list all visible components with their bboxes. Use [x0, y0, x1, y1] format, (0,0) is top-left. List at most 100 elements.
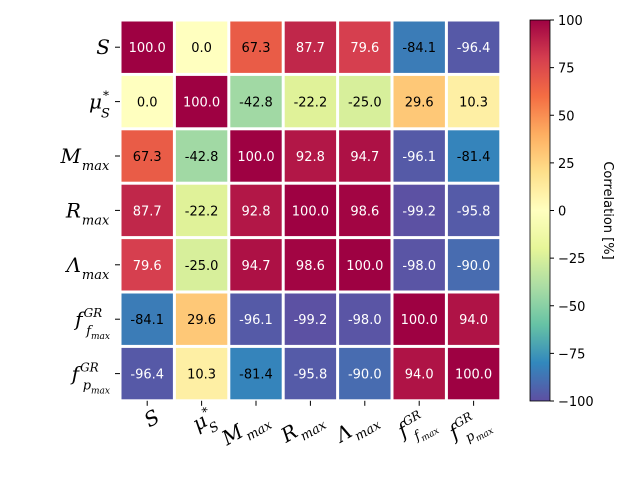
svg-text:μ*S: μ*S — [187, 404, 222, 443]
svg-text:Rmax: Rmax — [65, 198, 110, 228]
heatmap-cell-r3-c1 — [175, 184, 228, 237]
heatmap-cell-r5-c0 — [121, 293, 173, 345]
heatmap-cell-r4-c1 — [175, 239, 228, 291]
colorbar-tick-label-6: −50 — [558, 300, 585, 315]
column-tick-label-3: Rmax — [276, 404, 330, 453]
cell-value-label-r3-c0: 87.7 — [133, 204, 162, 219]
row-tick-labels: Sμ* S Mmax Rmax Λmax fGR fmax fGR pmax — [59, 35, 120, 397]
heatmap-cell-r6-c0 — [121, 347, 173, 400]
cell-value-label-r1-c3: -22.2 — [294, 96, 328, 111]
row-tick-label-3: Rmax — [65, 198, 110, 228]
heatmap-cell-r3-c6 — [447, 184, 500, 237]
cell-value-label-r5-c2: -96.1 — [239, 313, 273, 328]
heatmap-cell-r3-c4 — [339, 184, 391, 237]
cell-value-label-r0-c4: 79.6 — [350, 41, 379, 56]
svg-text:S: S — [96, 35, 110, 59]
cell-value-label-r4-c2: 94.7 — [242, 259, 271, 274]
cell-value-label-r1-c6: 10.3 — [459, 96, 488, 111]
colorbar-gradient — [529, 19, 551, 402]
heatmap-cell-r6-c4 — [339, 347, 391, 400]
cell-value-label-r0-c1: 0.0 — [191, 41, 212, 56]
heatmap-cell-r6-c1 — [175, 347, 228, 400]
colorbar-tick-label-8: −100 — [558, 395, 594, 410]
row-tick-label-4: Λmax — [64, 253, 110, 283]
cell-value-label-r4-c5: -98.0 — [402, 259, 436, 274]
heatmap-cell-r0-c1 — [175, 21, 228, 73]
colorbar-tick-label-7: −75 — [558, 347, 585, 362]
heatmap-cell-r1-c3 — [284, 75, 337, 128]
heatmap-cell-r2-c1 — [175, 130, 228, 182]
heatmap-cell-r4-c2 — [230, 239, 282, 291]
column-tick-label-5: fGRfmax — [391, 404, 441, 454]
cell-value-label-r6-c3: -95.8 — [294, 368, 328, 383]
row-tick-label-2: Mmax — [59, 144, 110, 174]
heatmap-cell-r0-c4 — [339, 21, 391, 73]
cell-value-label-r3-c5: -99.2 — [402, 204, 436, 219]
svg-text:μ*S: μ*S — [89, 89, 110, 122]
cell-value-label-r1-c2: -42.8 — [239, 96, 273, 111]
row-tick-label-5: fGR fmax — [73, 306, 110, 342]
heatmap-cell-r1-c6 — [447, 75, 500, 128]
cell-value-label-r6-c4: -90.0 — [348, 368, 382, 383]
heatmap-cell-r4-c4 — [339, 239, 391, 291]
heatmap-cell-r5-c1 — [175, 293, 228, 345]
heatmap-cell-r0-c6 — [447, 21, 500, 73]
cell-value-label-r3-c6: -95.8 — [457, 204, 491, 219]
heatmap-cell-r6-c6 — [447, 347, 500, 400]
svg-text:Rmax: Rmax — [276, 404, 330, 453]
colorbar-tick-label-4: 0 — [558, 205, 566, 220]
heatmap-cell-r1-c2 — [230, 75, 282, 128]
cell-value-label-r2-c4: 94.7 — [350, 150, 379, 165]
heatmap-cell-r2-c3 — [284, 130, 337, 182]
cell-value-label-r0-c5: -84.1 — [402, 41, 436, 56]
cell-value-label-r1-c5: 29.6 — [405, 96, 434, 111]
heatmap-cell-r6-c5 — [393, 347, 445, 400]
row-tick-label-6: fGR pmax — [70, 361, 110, 397]
heatmap-cell-r6-c3 — [284, 347, 337, 400]
heatmap-cell-r0-c5 — [393, 21, 445, 73]
column-tick-label-0: S — [140, 404, 164, 432]
heatmap-cell-r5-c5 — [393, 293, 445, 345]
row-tick-label-0: S — [96, 35, 110, 59]
cell-value-label-r2-c0: 67.3 — [133, 150, 162, 165]
column-tick-label-6: fGRpmax — [443, 404, 496, 455]
heatmap-cell-r2-c2 — [230, 130, 282, 182]
heatmap-cell-r2-c6 — [447, 130, 500, 182]
heatmap-cell-r0-c2 — [230, 21, 282, 73]
cell-value-label-r1-c0: 0.0 — [137, 96, 158, 111]
cell-value-label-r3-c4: 98.6 — [350, 204, 379, 219]
colorbar-tick-label-0: 100 — [558, 14, 583, 29]
heatmap-cell-r3-c2 — [230, 184, 282, 237]
cell-value-label-r6-c0: -96.4 — [130, 368, 164, 383]
heatmap-cell-r4-c5 — [393, 239, 445, 291]
colorbar-tick-label-5: −25 — [558, 252, 585, 267]
column-tick-label-4: Λmax — [330, 417, 384, 448]
heatmap-cell-r6-c2 — [230, 347, 282, 400]
cell-value-label-r4-c4: 100.0 — [346, 259, 383, 274]
cell-value-label-r5-c5: 100.0 — [401, 313, 438, 328]
heatmap-cell-r5-c4 — [339, 293, 391, 345]
heatmap-cell-r4-c6 — [447, 239, 500, 291]
heatmap-cell-r5-c6 — [447, 293, 500, 345]
column-tick-label-1: μ*S — [187, 404, 222, 443]
cell-value-label-r4-c6: -90.0 — [457, 259, 491, 274]
colorbar-tick-label-1: 75 — [558, 62, 575, 77]
svg-text:fGRpmax: fGRpmax — [443, 404, 496, 455]
svg-text:S: S — [140, 404, 164, 432]
heatmap-cell-r2-c4 — [339, 130, 391, 182]
colorbar-tick-label-2: 50 — [558, 109, 575, 124]
heatmap-cells: 100.0 0.0 67.3 87.7 79.6 -84.1 -96.4 0.0 100.0 -4… — [121, 21, 500, 400]
cell-value-label-r4-c1: -25.0 — [185, 259, 219, 274]
svg-text:fGRfmax: fGRfmax — [391, 404, 441, 454]
svg-text:Λmax: Λmax — [64, 253, 110, 283]
heatmap-cell-r4-c0 — [121, 239, 173, 291]
colorbar-tick-label-3: 25 — [558, 157, 575, 172]
cell-value-label-r5-c3: -99.2 — [294, 313, 328, 328]
row-tick-label-1: μ* S — [89, 89, 110, 122]
heatmap-cell-r0-c0 — [121, 21, 173, 73]
heatmap-cell-r1-c0 — [121, 75, 173, 128]
cell-value-label-r3-c1: -22.2 — [185, 204, 219, 219]
cell-value-label-r2-c3: 92.8 — [296, 150, 325, 165]
